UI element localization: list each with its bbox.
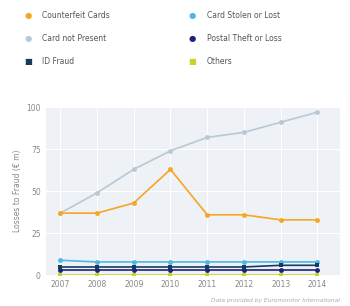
Text: Others: Others <box>206 57 232 66</box>
Y-axis label: Losses to Fraud (€ m): Losses to Fraud (€ m) <box>13 150 22 233</box>
Text: Data provided by Euromonitor International: Data provided by Euromonitor Internation… <box>211 298 340 303</box>
Text: Counterfeit Cards: Counterfeit Cards <box>42 11 110 20</box>
Text: ●: ● <box>25 34 32 43</box>
Text: Card Stolen or Lost: Card Stolen or Lost <box>206 11 280 20</box>
Text: ■: ■ <box>24 57 32 66</box>
Text: ID Fraud: ID Fraud <box>42 57 74 66</box>
Text: ■: ■ <box>189 57 196 66</box>
Text: ●: ● <box>25 11 32 20</box>
Text: Card not Present: Card not Present <box>42 34 106 43</box>
Text: ●: ● <box>189 34 196 43</box>
Text: ●: ● <box>189 11 196 20</box>
Text: Postal Theft or Loss: Postal Theft or Loss <box>206 34 281 43</box>
